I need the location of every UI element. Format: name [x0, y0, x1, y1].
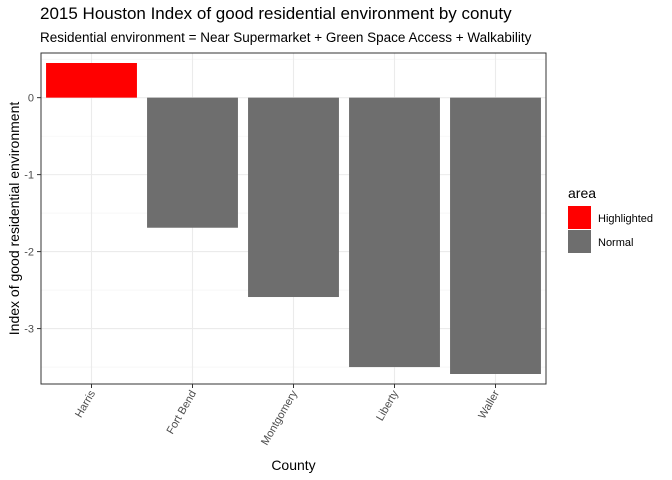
x-axis-ticks: Harris Fort Bend Montgomery Liberty Waller	[73, 384, 502, 447]
x-tick-label: Liberty	[374, 388, 401, 423]
legend: area Highlighted Normal	[568, 185, 653, 253]
bar-montgomery	[248, 97, 339, 298]
x-axis-title: County	[271, 457, 315, 473]
bar-fort-bend	[147, 97, 238, 228]
legend-label-normal: Normal	[598, 237, 633, 249]
chart-subtitle: Residential environment = Near Supermark…	[40, 30, 532, 45]
legend-key-highlighted	[568, 206, 591, 229]
x-tick-label: Waller	[476, 388, 502, 421]
y-axis-title: Index of good residential environment	[6, 102, 22, 336]
legend-key-normal	[568, 230, 591, 253]
legend-title: area	[568, 185, 596, 201]
y-tick-label: -2	[24, 247, 34, 259]
x-tick-label: Montgomery	[259, 388, 300, 447]
x-tick-label: Harris	[73, 388, 98, 420]
legend-label-highlighted: Highlighted	[598, 213, 653, 225]
bar-waller	[450, 97, 541, 374]
chart-title: 2015 Houston Index of good residential e…	[40, 4, 512, 23]
bar-liberty	[349, 97, 440, 368]
x-tick-label: Fort Bend	[165, 389, 200, 437]
y-axis-ticks: 0 -1 -2 -3	[24, 93, 41, 336]
bar-harris	[46, 63, 137, 98]
y-tick-label: -3	[24, 324, 34, 336]
bars	[46, 63, 541, 374]
y-tick-label: -1	[24, 170, 34, 182]
y-tick-label: 0	[28, 93, 34, 105]
